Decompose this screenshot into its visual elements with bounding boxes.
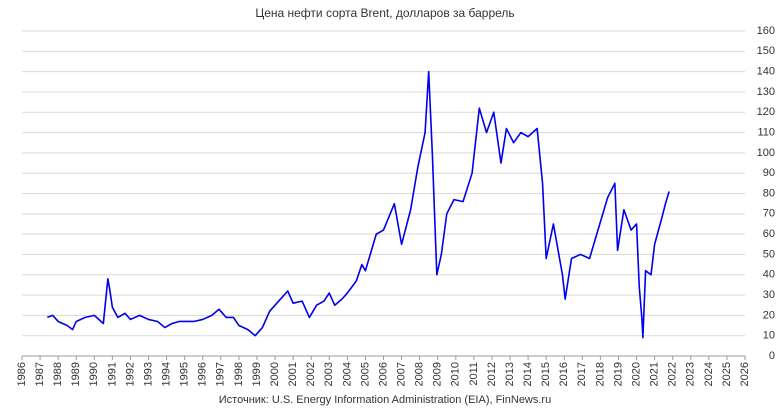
x-tick-label: 2016	[558, 362, 570, 386]
y-tick-label: 90	[763, 167, 775, 179]
x-tick-label: 1998	[233, 362, 245, 386]
price-line	[47, 70, 670, 339]
x-tick-label: 2017	[576, 362, 588, 386]
y-tick-label: 120	[757, 106, 775, 118]
x-tick-label: 2026	[739, 362, 751, 386]
y-tick-label: 80	[763, 187, 775, 199]
x-tick-label: 1993	[142, 362, 154, 386]
x-tick-label: 1996	[197, 362, 209, 386]
x-tick-label: 2025	[721, 362, 733, 386]
x-tick-label: 1999	[251, 362, 263, 386]
x-tick-label: 2010	[450, 362, 462, 386]
x-tick-label: 2014	[522, 362, 534, 386]
x-tick-label: 1990	[88, 362, 100, 386]
x-tick-label: 2013	[504, 362, 516, 386]
y-tick-label: 40	[763, 269, 775, 281]
x-tick-label: 2003	[323, 362, 335, 386]
y-tick-label: 0	[769, 350, 775, 362]
y-tick-label: 110	[757, 126, 775, 138]
x-tick-label: 2024	[703, 362, 715, 386]
y-tick-label: 140	[757, 66, 775, 78]
x-tick-label: 2008	[414, 362, 426, 386]
x-tick-label: 2005	[359, 362, 371, 386]
x-tick-label: 2021	[649, 362, 661, 386]
x-tick-label: 2006	[377, 362, 389, 386]
x-tick-label: 2022	[667, 362, 679, 386]
x-tick-label: 2018	[594, 362, 606, 386]
y-tick-label: 160	[757, 25, 775, 37]
y-tick-label: 150	[757, 45, 775, 57]
y-tick-label: 50	[763, 248, 775, 260]
x-tick-label: 2015	[540, 362, 552, 386]
y-tick-label: 60	[763, 228, 775, 240]
x-tick-label: 1988	[52, 362, 64, 386]
x-tick-label: 2001	[287, 362, 299, 386]
x-tick-label: 2004	[341, 362, 353, 386]
source-note: Источник: U.S. Energy Information Admini…	[219, 394, 551, 406]
x-tick-label: 2007	[395, 362, 407, 386]
x-tick-label: 2002	[305, 362, 317, 386]
x-tick-label: 1995	[179, 362, 191, 386]
x-tick-label: 1992	[124, 362, 136, 386]
y-tick-label: 130	[757, 86, 775, 98]
x-tick-label: 2020	[630, 362, 642, 386]
y-tick-label: 30	[763, 289, 775, 301]
y-tick-label: 100	[757, 147, 775, 159]
x-tick-label: 2011	[468, 362, 480, 386]
x-tick-label: 1994	[161, 362, 173, 386]
x-tick-label: 2000	[269, 362, 281, 386]
x-tick-label: 1991	[106, 362, 118, 386]
x-tick-label: 1989	[70, 362, 82, 386]
x-tick-label: 1997	[215, 362, 227, 386]
y-tick-label: 70	[763, 208, 775, 220]
x-tick-label: 1987	[34, 362, 46, 386]
x-tick-label: 2012	[486, 362, 498, 386]
x-tick-label: 2009	[432, 362, 444, 386]
x-tick-label: 2019	[612, 362, 624, 386]
chart-title: Цена нефти сорта Brent, долларов за барр…	[255, 6, 514, 20]
x-tick-label: 1986	[16, 362, 28, 386]
y-tick-label: 20	[763, 309, 775, 321]
y-tick-label: 10	[763, 330, 775, 342]
x-tick-label: 2023	[685, 362, 697, 386]
